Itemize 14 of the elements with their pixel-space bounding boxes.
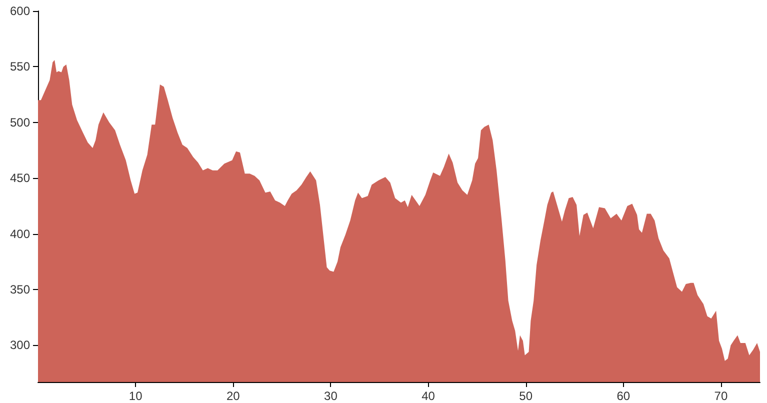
y-tick-label: 500 — [10, 115, 30, 130]
y-tick-label: 300 — [10, 338, 30, 352]
x-tick-label: 20 — [226, 389, 240, 403]
y-tick-label: 550 — [10, 60, 30, 74]
x-tick-label: 50 — [519, 389, 533, 403]
x-tick-label: 40 — [422, 389, 436, 403]
x-tick-label: 60 — [616, 389, 630, 403]
x-tick-label: 70 — [714, 389, 728, 403]
x-tick-label: 10 — [128, 389, 143, 403]
y-tick-label: 450 — [10, 171, 30, 186]
y-tick-label: 400 — [10, 226, 30, 241]
y-tick-label: 600 — [10, 4, 30, 18]
x-tick-label: 30 — [324, 389, 338, 403]
y-tick-label: 350 — [10, 282, 30, 297]
